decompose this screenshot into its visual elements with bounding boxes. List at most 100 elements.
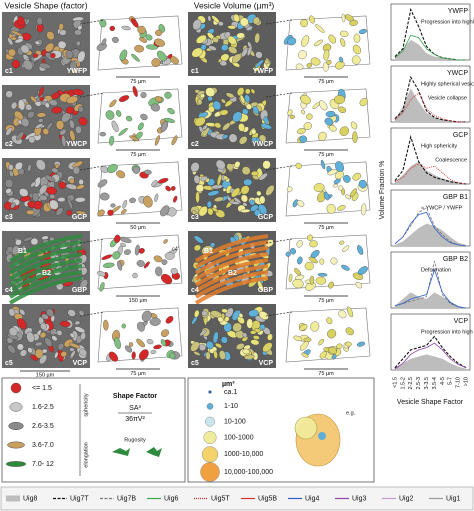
vesicle <box>130 18 139 28</box>
vesicle <box>341 264 350 271</box>
vesicle <box>150 349 157 354</box>
vesicle <box>258 311 269 320</box>
vesicle <box>342 245 350 252</box>
vesicle <box>23 236 33 242</box>
vesicle <box>240 185 250 195</box>
vesicle <box>70 350 76 359</box>
vesicle <box>255 51 263 59</box>
vesicle <box>16 343 24 351</box>
vesicle <box>57 342 65 351</box>
vesicle <box>200 93 205 98</box>
line-series <box>394 34 467 61</box>
connector <box>79 238 105 244</box>
image-panel <box>97 307 183 363</box>
vesicle <box>287 109 293 116</box>
header: Vesicle Volume (µm³) <box>194 0 275 10</box>
vesicle <box>293 335 303 342</box>
vesicle <box>165 185 171 192</box>
legend-swatch <box>6 495 20 502</box>
vesicle <box>122 199 128 209</box>
vesicle <box>244 354 255 360</box>
vesicle <box>197 98 203 106</box>
vesicle <box>258 172 268 181</box>
vesicle <box>237 316 245 324</box>
vesicle <box>8 170 14 177</box>
vesicle <box>228 133 238 143</box>
vesicle <box>155 266 163 277</box>
vesicle <box>35 159 46 171</box>
vesicle <box>318 339 325 346</box>
scale-label: 75 µm <box>318 371 334 377</box>
vesicle <box>101 254 113 260</box>
elongated-vesicle <box>194 252 269 281</box>
scale-label: 75 µm <box>130 152 146 158</box>
annotation: Highly spherical vesicles <box>421 81 474 87</box>
vesicle <box>120 242 126 248</box>
vesicle <box>221 44 229 51</box>
vesicle <box>151 180 158 187</box>
vesicle <box>246 318 254 329</box>
example-label: e.g. <box>346 410 356 416</box>
vesicle <box>69 129 76 142</box>
site-label: GBP <box>258 287 274 294</box>
vesicle <box>137 25 146 35</box>
vesicle <box>109 135 115 146</box>
example-blob <box>294 416 318 440</box>
x-tick-label: 4-5 <box>440 377 446 385</box>
vesicle <box>21 245 26 251</box>
vesicle <box>129 135 140 142</box>
vesicle <box>132 85 138 97</box>
vesicle <box>193 244 201 252</box>
vesicle <box>349 188 357 198</box>
vesicle <box>245 88 251 95</box>
vesicle <box>30 95 37 103</box>
vesicle <box>208 45 217 51</box>
formula: 36πV² <box>125 416 145 423</box>
vesicle <box>328 34 337 44</box>
vesicle <box>15 239 22 246</box>
vesicle <box>116 170 126 179</box>
vesicle <box>296 200 305 207</box>
vesicle <box>39 62 51 69</box>
panel-id: c2 <box>191 141 199 148</box>
line-series <box>394 211 467 247</box>
vesicle <box>340 38 346 47</box>
shape-class: <= 1.5 <box>32 385 52 392</box>
vesicle <box>294 268 301 276</box>
image-panel <box>283 13 371 72</box>
vesicle <box>250 88 256 94</box>
vesicle <box>76 184 85 190</box>
vesicle <box>8 48 16 57</box>
elongated-vesicle <box>8 246 83 275</box>
vesicle <box>51 92 60 100</box>
vesicle <box>231 187 241 198</box>
vesicle <box>108 351 119 362</box>
vesicle <box>77 25 83 31</box>
line-series <box>394 207 467 247</box>
elongated-vesicle <box>194 246 269 275</box>
vesicle <box>259 195 266 204</box>
vesicle <box>74 326 86 333</box>
vesicle <box>328 281 334 289</box>
vesicle <box>313 39 323 47</box>
elongated-vesicle <box>194 276 269 305</box>
vesicle <box>30 237 39 246</box>
volume-icon <box>203 431 217 445</box>
shape-icon <box>8 422 24 431</box>
vesicle <box>124 249 131 255</box>
vesicle <box>25 104 33 111</box>
image-panel <box>188 158 276 222</box>
vesicle <box>21 117 30 127</box>
elongated-vesicle <box>8 270 83 299</box>
vesicle <box>164 91 172 99</box>
vesicle <box>210 310 223 319</box>
chart-title: GBP B2 <box>443 256 468 263</box>
vesicle <box>232 53 242 64</box>
vesicle <box>22 59 33 71</box>
vesicle <box>163 239 168 244</box>
vesicle <box>69 347 75 352</box>
elongated-vesicle <box>194 270 269 299</box>
image-panel <box>96 15 183 71</box>
vesicle <box>11 30 23 37</box>
volume-class: ca.1 <box>224 389 237 396</box>
